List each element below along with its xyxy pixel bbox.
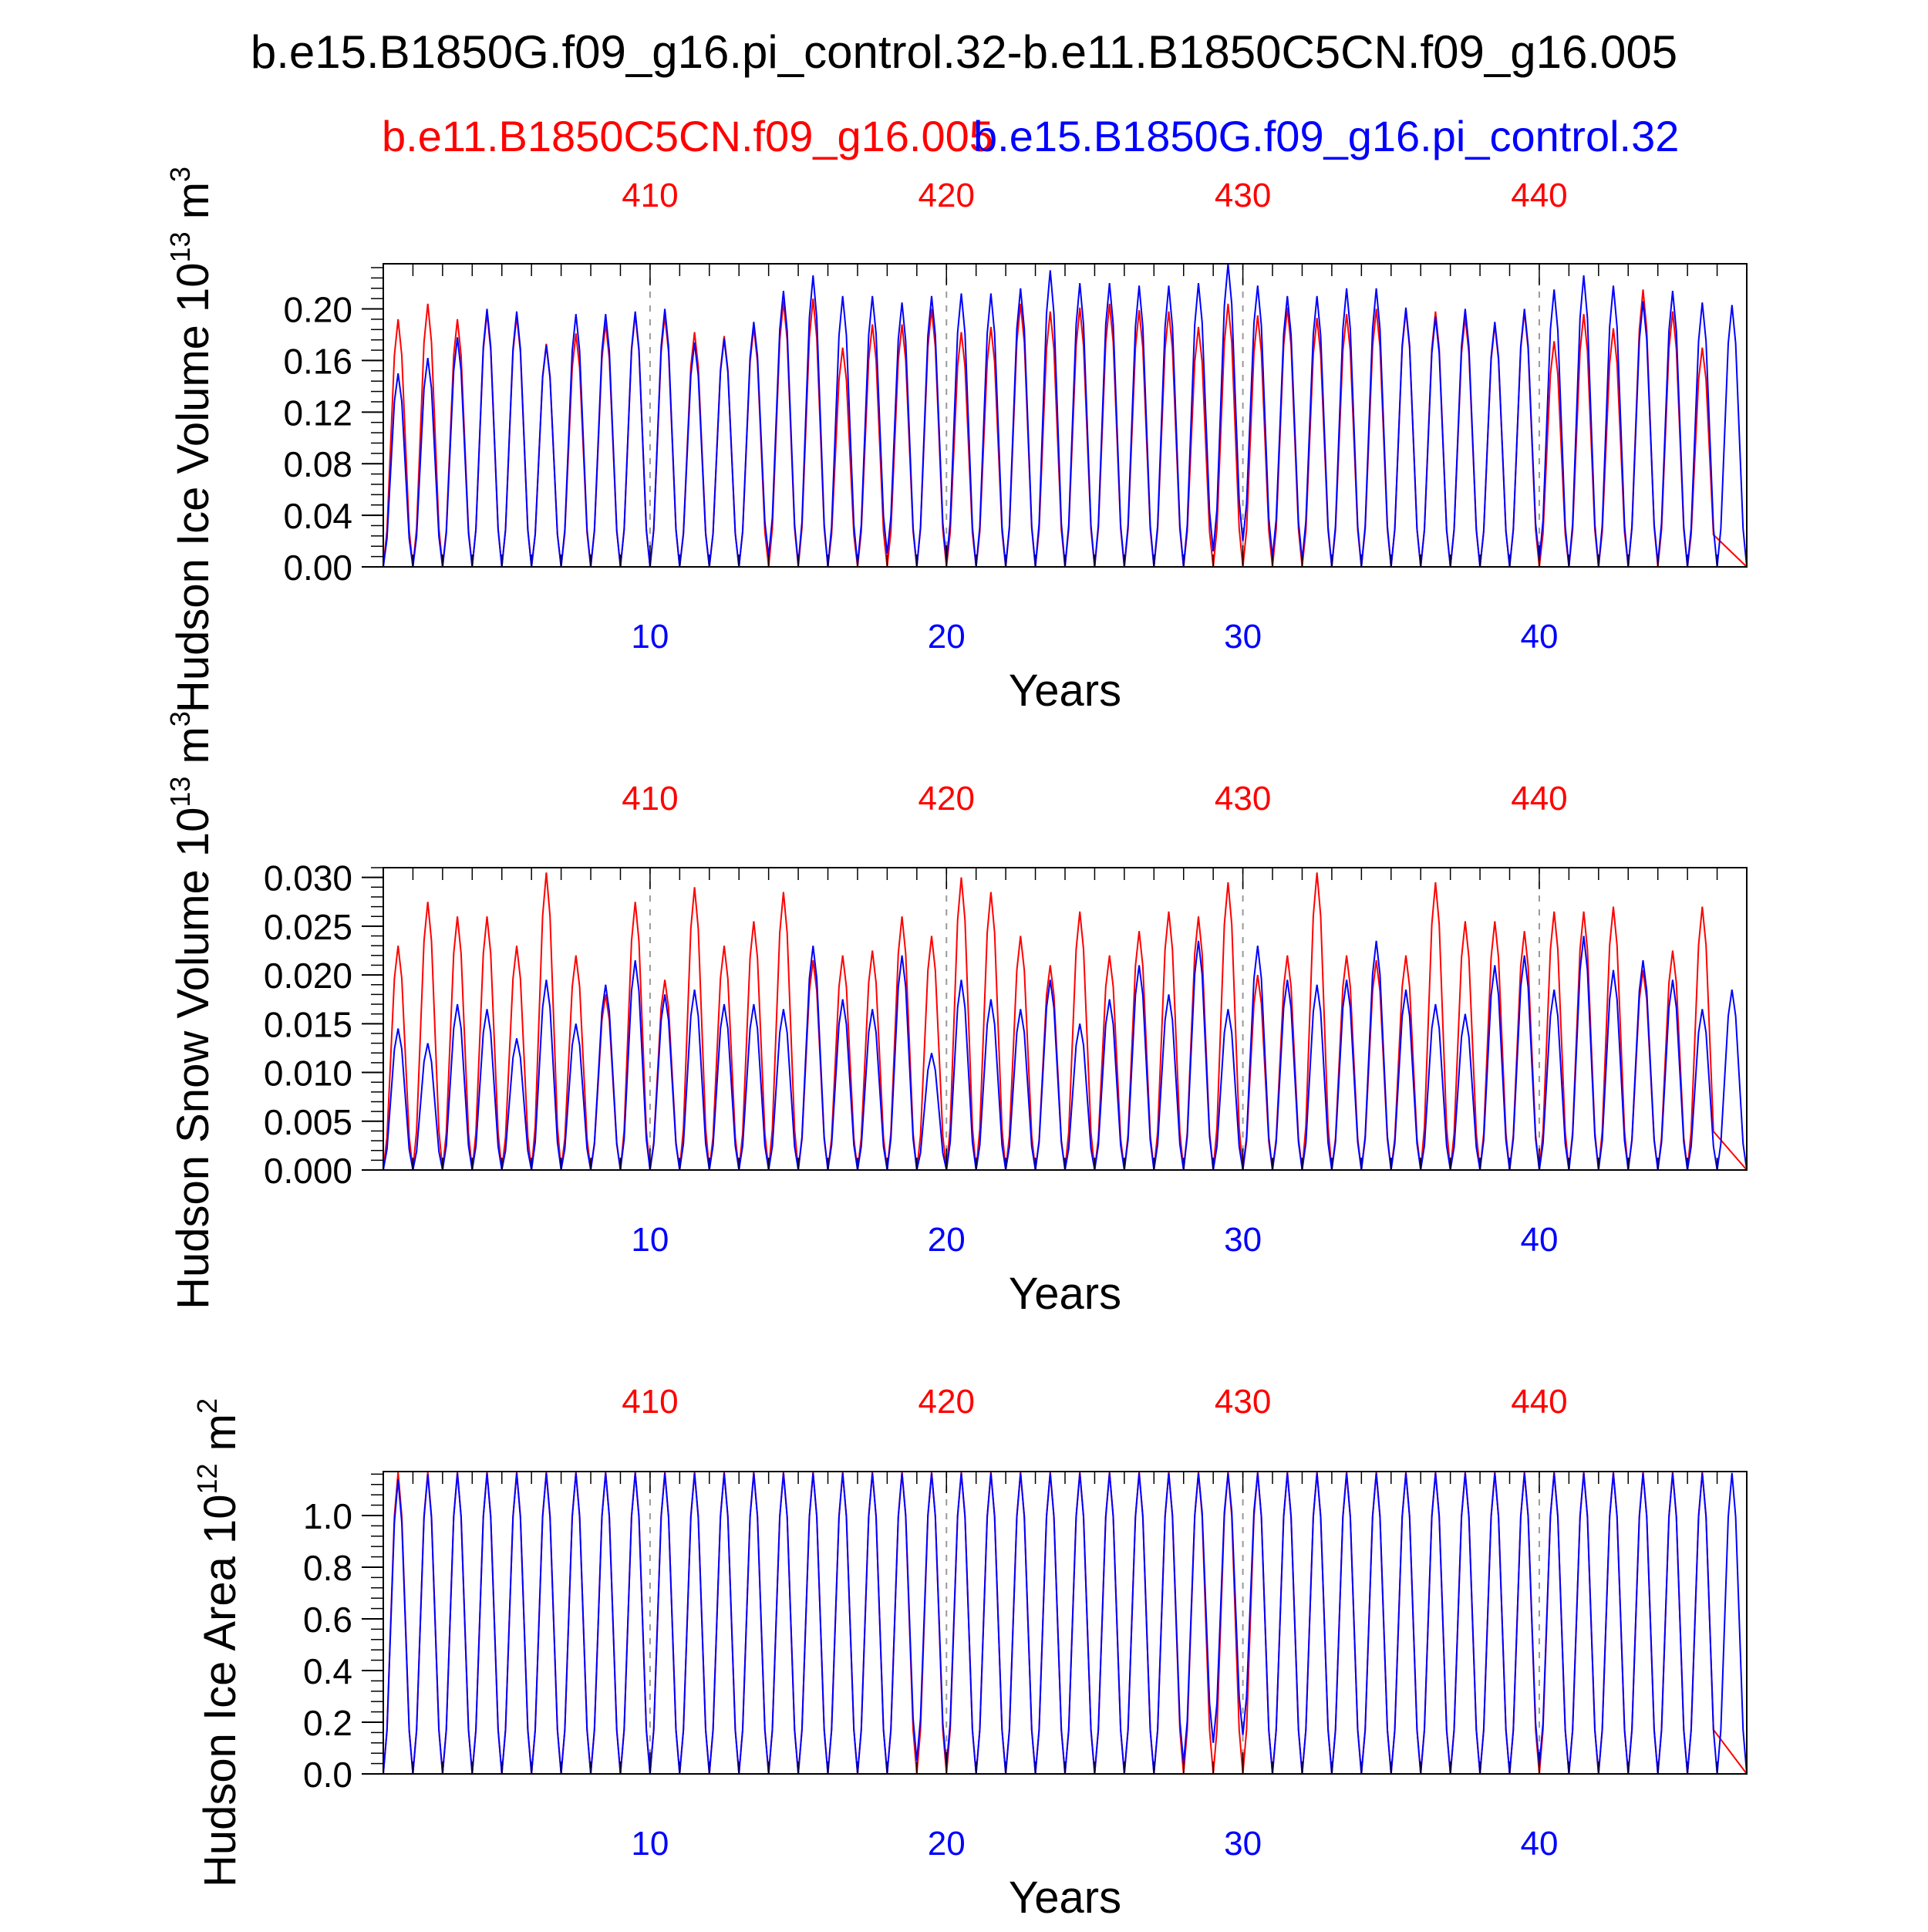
x-tick-label-bottom: 10: [631, 1825, 669, 1863]
y-axis-label-exp: 12: [191, 1463, 223, 1494]
x-tick-label-bottom: 40: [1520, 1825, 1558, 1863]
y-axis-label-unit: m: [168, 727, 218, 776]
y-tick-label: 0.020: [264, 956, 352, 996]
y-axis-label-unit-exp: 2: [191, 1398, 223, 1414]
x-tick-label-bottom: 30: [1224, 1825, 1262, 1863]
y-tick-label: 0.0: [303, 1755, 352, 1795]
y-tick-label: 0.005: [264, 1102, 352, 1142]
x-tick-label-top: 420: [918, 780, 975, 818]
y-axis-label-unit-exp: 3: [164, 711, 196, 727]
y-tick-label: 0.8: [303, 1548, 352, 1588]
x-tick-label-top: 420: [918, 177, 975, 214]
y-tick-label: 0.030: [264, 858, 352, 899]
y-tick-label: 0.16: [283, 341, 352, 381]
y-tick-label: 0.015: [264, 1004, 352, 1044]
y-axis-label: Hudson Snow Volume 1013 m3: [164, 711, 218, 1310]
y-tick-label: 0.025: [264, 907, 352, 947]
x-tick-label-bottom: 30: [1224, 1221, 1262, 1259]
series-line-blue: [383, 1472, 1748, 1775]
chart-panel-1: 0.00 0.04 0.08 0.12 0.16 0.20 10 20 30 40 410 420 43…: [164, 167, 1748, 716]
y-axis-label-unit-exp: 3: [164, 167, 196, 182]
y-axis-label: Hudson Ice Area 1012 m2: [191, 1398, 245, 1887]
x-tick-label-bottom: 20: [928, 618, 966, 656]
figure-title: b.e15.B1850G.f09_g16.pi_control.32-b.e11…: [251, 26, 1677, 78]
y-tick-label: 0.12: [283, 393, 352, 433]
x-tick-label-top: 410: [622, 177, 678, 214]
y-axis-label-exp: 13: [164, 231, 196, 262]
x-tick-label-top: 430: [1215, 780, 1271, 818]
y-axis-label-exp: 13: [164, 777, 196, 808]
x-tick-label-bottom: 20: [928, 1825, 966, 1863]
x-tick-label-top: 420: [918, 1383, 975, 1421]
y-tick-label: 0.4: [303, 1651, 352, 1691]
x-tick-label-bottom: 20: [928, 1221, 966, 1259]
x-tick-label-top: 440: [1511, 1383, 1567, 1421]
y-tick-label: 0.08: [283, 444, 352, 484]
y-axis-label-unit: m: [195, 1414, 245, 1463]
series-line-blue: [383, 263, 1748, 568]
x-tick-label-bottom: 30: [1224, 618, 1262, 656]
plot-frame: [383, 867, 1748, 1171]
y-axis-label-unit: m: [168, 182, 218, 231]
y-tick-label: 1.0: [303, 1496, 352, 1536]
y-axis-label-main: Hudson Ice Area 10: [195, 1495, 245, 1887]
chart-panel-3: 0.0 0.2 0.4 0.6 0.8 1.0 10 20 30 40 410 420 430 440 Ye…: [191, 1383, 1748, 1923]
y-tick-label: 0.010: [264, 1054, 352, 1094]
y-axis-label: Hudson Ice Volume 1013 m3: [164, 167, 218, 713]
x-tick-label-bottom: 10: [631, 1221, 669, 1259]
x-tick-label-bottom: 40: [1520, 618, 1558, 656]
y-tick-label: 0.2: [303, 1703, 352, 1743]
y-tick-label: 0.00: [283, 548, 352, 588]
x-tick-label-top: 440: [1511, 177, 1567, 214]
x-tick-label-top: 430: [1215, 177, 1271, 214]
x-axis-label: Years: [1009, 666, 1121, 716]
x-tick-label-top: 410: [622, 780, 678, 818]
y-tick-label: 0.04: [283, 496, 352, 536]
y-tick-label: 0.000: [264, 1151, 352, 1191]
x-tick-label-top: 430: [1215, 1383, 1271, 1421]
x-tick-label-top: 440: [1511, 780, 1567, 818]
x-tick-label-top: 410: [622, 1383, 678, 1421]
x-axis-label: Years: [1009, 1269, 1121, 1319]
y-tick-label: 0.20: [283, 290, 352, 330]
legend-red-series: b.e11.B1850C5CN.f09_g16.005: [382, 112, 993, 160]
x-axis-label: Years: [1009, 1873, 1121, 1923]
y-axis-label-main: Hudson Snow Volume 10: [168, 808, 218, 1310]
panels: 0.00 0.04 0.08 0.12 0.16 0.20 10 20 30 40 410 420 43…: [164, 167, 1748, 1923]
series-line-red: [383, 872, 1748, 1171]
x-tick-label-bottom: 10: [631, 618, 669, 656]
y-axis-label-main: Hudson Ice Volume 10: [168, 262, 218, 713]
chart-panel-2: 0.000 0.005 0.010 0.015 0.020 0.025 0.030 10 20 3…: [164, 711, 1748, 1319]
x-tick-label-bottom: 40: [1520, 1221, 1558, 1259]
y-tick-label: 0.6: [303, 1600, 352, 1640]
legend-blue-series: b.e15.B1850G.f09_g16.pi_control.32: [973, 112, 1679, 160]
